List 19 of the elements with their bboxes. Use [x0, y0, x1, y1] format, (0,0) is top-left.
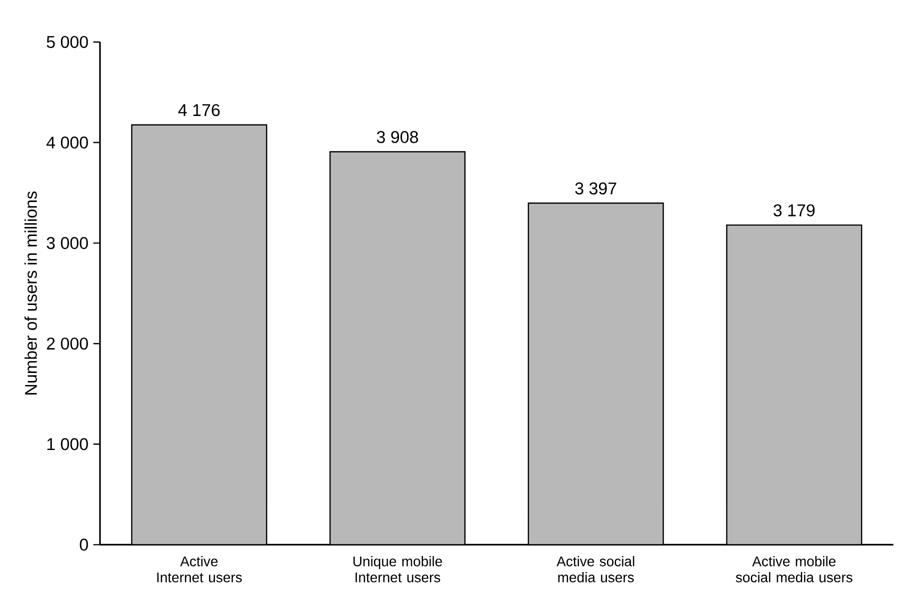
data-label: 3 179: [774, 204, 815, 216]
y-tick-label: 1 000: [47, 438, 88, 450]
y-tick-label: 5 000: [46, 36, 88, 48]
x-tick-label: Active mobile social media users: [736, 556, 852, 582]
bar: [528, 202, 664, 545]
y-tick-label: 4 000: [46, 136, 88, 149]
x-tick-label: Active Internet users: [157, 556, 242, 582]
bar: [726, 224, 862, 545]
data-label: 3 908: [376, 131, 418, 144]
y-axis-title: Number of users in millions: [24, 191, 37, 394]
y-tick-label: 2 000: [46, 338, 88, 350]
bar: [131, 124, 268, 545]
y-tick-label: 0: [80, 538, 88, 551]
data-label: 4 176: [178, 104, 220, 116]
y-tick-label: 3 000: [46, 237, 88, 250]
x-tick-label: Unique mobile Internet users: [353, 556, 442, 582]
bar: [330, 152, 465, 545]
x-tick-label: Active social media users: [556, 556, 634, 582]
data-label: 3 397: [575, 182, 616, 194]
